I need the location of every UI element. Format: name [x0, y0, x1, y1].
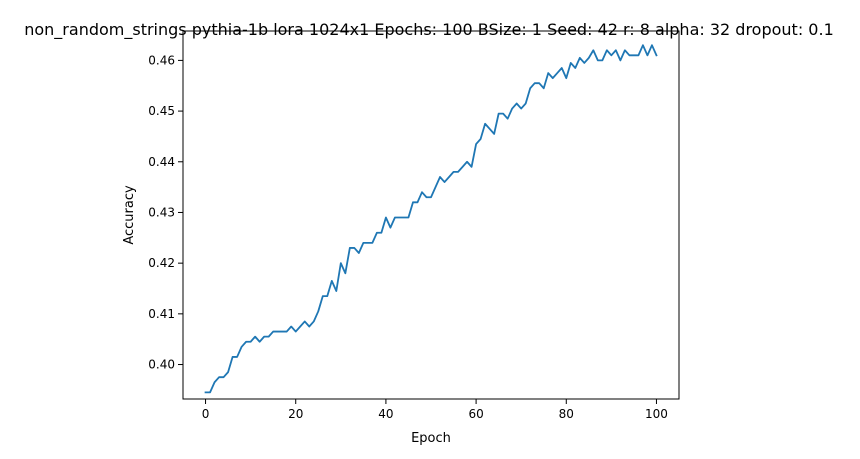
y-tick-label: 0.45: [148, 104, 175, 118]
x-tick-label: 100: [645, 407, 668, 421]
x-tick-label: 20: [288, 407, 303, 421]
x-tick-label: 0: [202, 407, 210, 421]
x-tick-label: 60: [468, 407, 483, 421]
plot-frame: [182, 30, 680, 400]
chart-title: non_random_strings pythia-1b lora 1024x1…: [24, 20, 834, 40]
x-tick-label: 80: [559, 407, 574, 421]
x-axis-label: Epoch: [411, 431, 451, 446]
y-tick-label: 0.43: [148, 205, 175, 219]
y-tick-label: 0.41: [148, 307, 175, 321]
x-tick-label: 40: [378, 407, 393, 421]
y-tick-label: 0.42: [148, 256, 175, 270]
y-axis-label: Accuracy: [122, 185, 137, 245]
y-tick-label: 0.40: [148, 358, 175, 372]
y-tick-label: 0.46: [148, 53, 175, 67]
y-tick-label: 0.44: [148, 155, 175, 169]
accuracy-series-line: [204, 44, 658, 394]
